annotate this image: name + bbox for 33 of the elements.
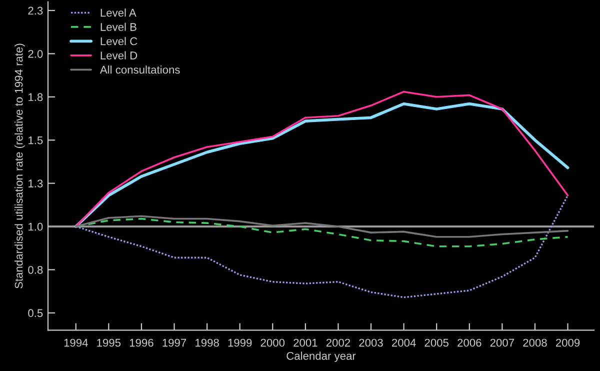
x-tick-label: 2001 — [294, 338, 318, 347]
x-tick-label: 2009 — [556, 338, 580, 347]
x-tick-label: 2007 — [490, 338, 514, 347]
x-tick-label: 1995 — [97, 338, 121, 347]
x-tick-label: 2004 — [392, 338, 416, 347]
x-tick-label: 2003 — [359, 338, 383, 347]
x-axis-title: Calendar year — [286, 352, 356, 362]
y-tick-label: 1.0 — [28, 222, 43, 231]
y-tick-label: 1.3 — [28, 180, 43, 188]
x-tick-label: 2008 — [523, 338, 547, 347]
legend-label: Level B — [100, 22, 136, 31]
x-tick-label: 1996 — [130, 338, 154, 347]
x-tick-label: 1997 — [162, 338, 186, 347]
y-tick-label: 1.8 — [28, 93, 43, 102]
legend-label: Level D — [100, 51, 138, 60]
line-series — [74, 215, 569, 238]
legend-label: Level C — [100, 37, 138, 46]
x-tick-label: 2002 — [326, 338, 350, 347]
x-tick-label: 1994 — [64, 338, 88, 347]
x-tick-label: 1999 — [228, 338, 252, 347]
y-axis-title: Standardised utilisation rate (relative to 1994 rate) — [14, 44, 25, 288]
legend-label: All consultations — [100, 66, 180, 74]
x-tick-label: 2000 — [260, 338, 285, 347]
y-tick-label: 2.0 — [28, 50, 43, 58]
x-tick-label: 2005 — [424, 338, 448, 347]
y-tick-label: 0.5 — [28, 309, 43, 318]
x-tick-label: 1998 — [196, 338, 219, 347]
y-tick-label: 1.5 — [28, 136, 43, 144]
legend-label: Level A — [100, 8, 136, 17]
x-tick-label: 2006 — [458, 338, 482, 347]
y-tick-label: 0.8 — [28, 266, 43, 274]
line-series — [75, 194, 569, 298]
y-tick-label: 2.3 — [28, 6, 43, 15]
